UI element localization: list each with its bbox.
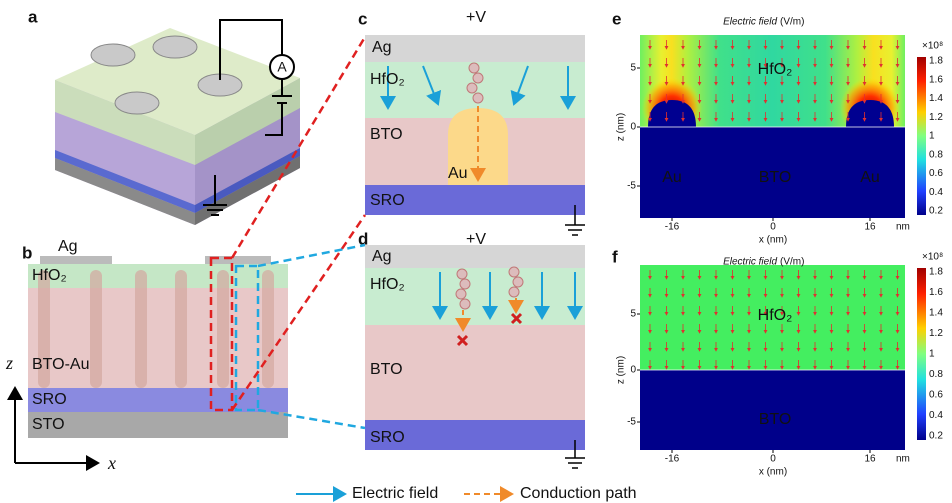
colorbar-tick-label: 0.6: [929, 168, 943, 179]
colorbar-tick-label: 1.4: [929, 308, 943, 319]
panel-title: Electric field: [723, 17, 777, 28]
x-unit: nm: [896, 454, 910, 465]
layer-label: BTO: [370, 361, 403, 378]
region-label: BTO: [759, 169, 792, 186]
panel-label: f: [612, 247, 618, 266]
panel-title-unit: (V/m): [780, 17, 804, 28]
layer-label: STO: [32, 416, 65, 433]
cross-section: Ag HfO₂ BTO-Au SRO STO z x: [5, 238, 288, 473]
colorbar: [917, 268, 926, 440]
voltage-label: +V: [466, 231, 486, 248]
legend: Electric field Conduction path: [296, 485, 637, 502]
colorbar: [917, 57, 926, 215]
colorbar-tick-label: 0.2: [929, 431, 943, 442]
panel-label: e: [612, 9, 621, 28]
layer-label: SRO: [370, 192, 405, 209]
panel-label: a: [28, 7, 38, 26]
voltage-label: +V: [466, 9, 486, 26]
layer-label: HfO₂: [370, 276, 405, 293]
y-tick-label: 0: [630, 122, 636, 133]
pillar-label: Au: [448, 165, 468, 182]
colorbar-tick-label: 1: [929, 349, 935, 360]
region-label: HfO₂: [758, 61, 793, 78]
y-tick-label: -5: [627, 417, 636, 428]
legend-label: Conduction path: [520, 485, 637, 502]
colorbar-tick-label: 1.2: [929, 112, 943, 123]
x-tick-label: 0: [770, 222, 776, 233]
layer-label: HfO₂: [32, 267, 67, 284]
layer-label: HfO₂: [370, 71, 405, 88]
panel-label: b: [22, 243, 32, 262]
x-tick-label: -16: [665, 454, 680, 465]
colorbar-scale: ×10⁸: [922, 252, 943, 263]
panel-label: c: [358, 9, 367, 28]
x-unit: nm: [896, 222, 910, 233]
layer-label: Ag: [372, 248, 392, 265]
colorbar-tick-label: 0.4: [929, 410, 943, 421]
colorbar-scale: ×10⁸: [922, 41, 943, 52]
region-label: Au: [860, 169, 880, 186]
y-tick-label: 0: [630, 365, 636, 376]
region-label: BTO: [759, 411, 792, 428]
axis-label: x: [107, 453, 116, 473]
colorbar-tick-label: 0.8: [929, 369, 943, 380]
legend-label: Electric field: [352, 485, 438, 502]
y-tick-label: 5: [630, 309, 636, 320]
panel-title-unit: (V/m): [780, 257, 804, 268]
x-axis-label: x (nm): [759, 467, 787, 478]
y-tick-label: 5: [630, 63, 636, 74]
panel-c: +V Ag HfO₂ BTO SRO Au: [365, 9, 585, 235]
y-tick-label: -5: [627, 181, 636, 192]
colorbar-tick-label: 0.8: [929, 149, 943, 160]
device-3d: A: [55, 20, 300, 225]
region-label: HfO₂: [758, 307, 793, 324]
colorbar-tick-label: 1: [929, 131, 935, 142]
colorbar-tick-label: 1.8: [929, 267, 943, 278]
layer-label: BTO-Au: [32, 356, 90, 373]
colorbar-tick-label: 0.2: [929, 206, 943, 217]
figure: a b c d e f A Ag HfO₂ BTO-Au SRO STO z x: [0, 0, 952, 503]
layer-label: Ag: [372, 39, 392, 56]
layer-label: Ag: [58, 238, 78, 255]
colorbar-tick-label: 0.6: [929, 390, 943, 401]
layer-label: BTO: [370, 126, 403, 143]
colorbar-tick-label: 1.4: [929, 93, 943, 104]
panel-title: Electric field: [723, 257, 777, 268]
colorbar-tick-label: 1.8: [929, 56, 943, 67]
layer-label: SRO: [370, 429, 405, 446]
x-tick-label: -16: [665, 222, 680, 233]
layer-label: SRO: [32, 391, 67, 408]
colorbar-tick-label: 1.6: [929, 74, 943, 85]
y-axis-label: z (nm): [616, 113, 627, 141]
axis-label: z: [5, 353, 13, 373]
x-tick-label: 16: [864, 222, 876, 233]
colorbar-tick-label: 1.2: [929, 328, 943, 339]
panel-d: +V Ag HfO₂ BTO SRO: [365, 231, 585, 468]
y-axis-label: z (nm): [616, 356, 627, 384]
region-label: Au: [662, 169, 682, 186]
ammeter-label: A: [277, 59, 287, 75]
x-tick-label: 0: [770, 454, 776, 465]
colorbar-tick-label: 1.6: [929, 287, 943, 298]
x-tick-label: 16: [864, 454, 876, 465]
x-axis-label: x (nm): [759, 235, 787, 246]
colorbar-tick-label: 0.4: [929, 187, 943, 198]
